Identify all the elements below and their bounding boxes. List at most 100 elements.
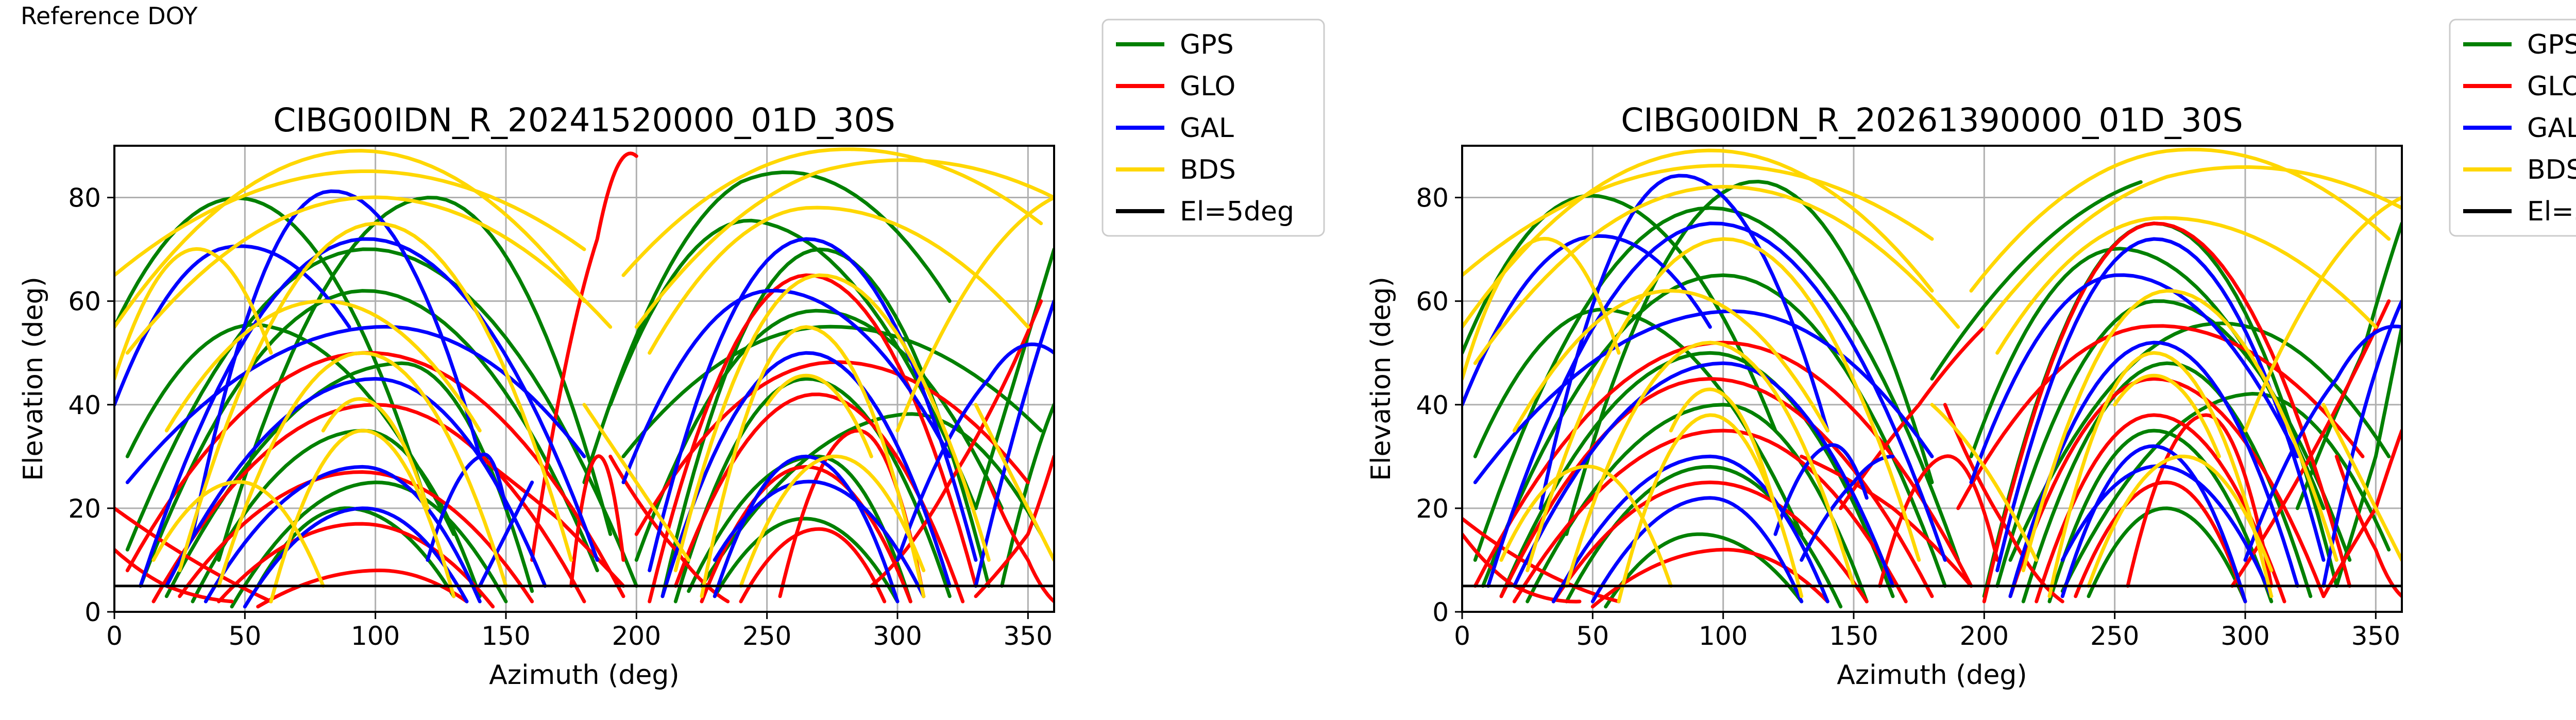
series-arc-gps xyxy=(114,196,430,510)
series-arc-gps xyxy=(1565,179,1934,536)
x-axis-label: Azimuth (deg) xyxy=(1837,660,2027,691)
y-tick-label: 60 xyxy=(1416,287,1449,317)
y-axis-label: Elevation (deg) xyxy=(1366,277,1397,481)
legend-entry: BDS xyxy=(2527,155,2576,185)
series-arc-gps xyxy=(2334,325,2402,588)
series-arc-bds xyxy=(178,221,573,573)
series-arc-gps xyxy=(1526,403,1869,604)
series-arc-bds xyxy=(1930,403,2039,562)
y-tick-label: 80 xyxy=(68,183,101,213)
series-arc-glo xyxy=(2074,481,2247,604)
series-arc-gal xyxy=(1512,361,1895,588)
series-arc-bds xyxy=(125,195,613,355)
series-arc-gal xyxy=(1551,454,1829,604)
series-arc-gps xyxy=(1995,299,2352,588)
series-arc-glo xyxy=(2035,413,2286,604)
series-arc-glo xyxy=(648,273,978,604)
series-arc-gps xyxy=(217,196,613,562)
x-tick-label: 0 xyxy=(106,621,123,651)
series-arc-bds xyxy=(2047,351,2274,598)
y-tick-label: 0 xyxy=(84,597,101,627)
series-arc-glo xyxy=(634,360,1030,536)
series-arc-glo xyxy=(1512,428,1908,604)
chart-title: CIBG00IDN_R_20241520000_01D_30S xyxy=(273,101,895,139)
chart-title: CIBG00IDN_R_20261390000_01D_30S xyxy=(1621,101,2243,139)
series-arc-gal xyxy=(125,324,586,485)
series-arc-bds xyxy=(621,147,1043,277)
series-arc-bds xyxy=(2021,289,2338,573)
series-arc-gal xyxy=(1969,273,2299,485)
x-tick-label: 0 xyxy=(1454,621,1470,651)
series-arc-bds xyxy=(1526,237,1921,573)
series-arc-bds xyxy=(321,397,430,510)
series-arc-gps xyxy=(230,481,508,609)
axes-frame xyxy=(1461,145,2403,613)
series-arc-bds xyxy=(673,273,991,573)
series-arc-gal xyxy=(621,288,952,485)
figure-caption: Reference DOY xyxy=(21,2,198,30)
x-tick-label: 250 xyxy=(742,621,791,651)
y-tick-label: 20 xyxy=(1416,494,1449,524)
series-arc-glo xyxy=(739,527,887,604)
series-arc-gps xyxy=(974,247,1054,510)
series-arc-glo xyxy=(2126,413,2274,588)
series-arc-gal xyxy=(1773,443,1869,536)
series-arc-bds xyxy=(1473,184,1960,365)
series-arc-glo xyxy=(2008,376,2326,598)
series-arc-glo xyxy=(530,151,638,562)
series-arc-bds xyxy=(974,403,1054,562)
series-arc-gal xyxy=(1800,454,1895,562)
series-arc-glo xyxy=(1473,340,1973,588)
series-arc-bds xyxy=(1512,289,1829,433)
legend-entry: GAL xyxy=(2527,113,2576,144)
y-tick-label: 20 xyxy=(68,494,101,524)
series-arc-glo xyxy=(114,506,273,604)
series-arc-gal xyxy=(2243,324,2402,562)
series-arc-bds xyxy=(1969,147,2391,293)
series-arc-gps xyxy=(608,218,978,510)
series-arc-bds xyxy=(648,205,1030,355)
legend: GPS GLO GAL BDS El=5deg xyxy=(1101,19,1325,237)
series-arc-gal xyxy=(2321,299,2402,588)
series-arc-bds xyxy=(114,149,586,329)
series-arc-gal xyxy=(164,376,547,588)
series-arc-bds xyxy=(164,299,482,433)
series-arc-glo xyxy=(1590,547,1829,609)
series-arc-bds xyxy=(1669,387,1777,510)
x-tick-label: 50 xyxy=(1577,621,1609,651)
series-arc-gal xyxy=(974,299,1054,588)
series-arc-gps xyxy=(139,289,599,588)
y-tick-label: 80 xyxy=(1416,183,1449,213)
series-arc-gal xyxy=(895,342,1054,562)
chart-panel-right: 0 50 100 150 200 250 300 350 0 20 40 60 80 CIBG00IDN_… xyxy=(1366,19,2576,691)
series-arc-bds xyxy=(700,325,926,598)
x-tick-label: 350 xyxy=(1004,621,1053,651)
series-arc-gal xyxy=(478,481,534,588)
series-arc-glo xyxy=(256,568,469,609)
y-tick-label: 40 xyxy=(68,390,101,420)
series-arc-gal xyxy=(713,479,926,598)
series-arc-gal xyxy=(191,189,482,536)
series-arc-bds xyxy=(895,196,1054,433)
x-tick-label: 100 xyxy=(351,621,400,651)
series-arc-bds xyxy=(2243,196,2402,433)
y-tick-label: 40 xyxy=(1416,390,1449,420)
y-tick-label: 0 xyxy=(1432,597,1449,627)
series-arc-bds xyxy=(1462,148,1934,329)
series-arc-glo xyxy=(1839,325,1986,510)
legend-entry: BDS xyxy=(1180,155,1236,185)
series-arc-gps xyxy=(2087,506,2247,604)
x-tick-label: 50 xyxy=(229,621,262,651)
series-arc-gps xyxy=(2060,391,2391,593)
x-axis-label: Azimuth (deg) xyxy=(489,660,679,691)
series-arc-bds xyxy=(217,351,508,588)
series-arc-bds xyxy=(2321,403,2402,562)
chart-panel-left: 0 50 100 150 200 250 300 350 0 20 40 60 80 CIBG00IDN_… xyxy=(18,19,1325,691)
x-tick-label: 250 xyxy=(2090,621,2139,651)
axes-frame xyxy=(113,145,1055,613)
series-arc-glo xyxy=(974,454,1054,598)
series-arc-gal xyxy=(2060,464,2274,598)
series-arc-gps xyxy=(687,454,912,604)
legend-entry: GAL xyxy=(1180,113,1234,144)
